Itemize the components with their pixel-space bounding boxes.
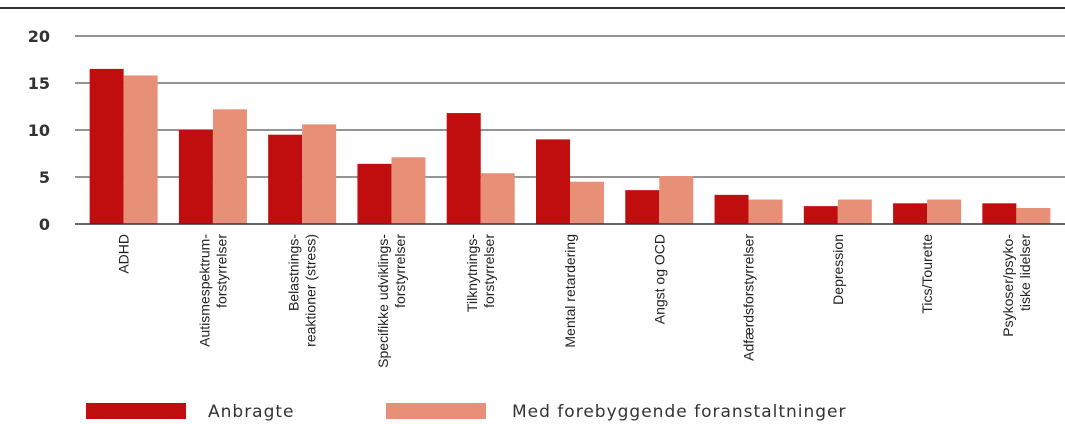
legend-swatch	[386, 403, 486, 419]
bar-anbragte	[625, 190, 660, 224]
x-tick-label-line: Psykoser/psyko-	[1000, 234, 1016, 337]
x-tick-label-line: Adfærdsforstyrrelser	[741, 234, 757, 361]
x-tick-label-line: tiske lidelser	[1017, 234, 1033, 311]
legend: Anbragte Med forebyggende foranstaltninge…	[86, 402, 847, 422]
x-tick-label-line: Angst og OCD	[651, 234, 667, 324]
bar-forebyggende	[123, 75, 158, 224]
bar-anbragte	[89, 68, 124, 225]
bar-forebyggende	[837, 199, 872, 224]
bar-forebyggende	[212, 109, 247, 224]
x-tick-label-line: Tilknytnings-	[464, 234, 480, 312]
bar-anbragte	[536, 139, 570, 224]
x-tick-label-line: Mental retardering	[562, 234, 578, 348]
y-tick-label: 5	[39, 168, 50, 187]
x-axis-labels: ADHD Autismespektrum-forstyrrelser Belastn…	[116, 234, 1033, 368]
legend-label: Anbragte	[208, 402, 295, 422]
x-tick-label-line: Specifikke udviklings-	[375, 234, 391, 368]
x-tick-label-line: Depression	[830, 234, 846, 305]
bar-anbragte	[893, 203, 928, 224]
bar-anbragte	[268, 134, 303, 224]
bar-forebyggende	[570, 181, 604, 224]
y-tick-label: 15	[28, 74, 50, 93]
x-tick-label: Specifikke udviklings-forstyrrelser	[375, 234, 408, 368]
x-tick-label: Belastnings-reaktioner (stress)	[286, 234, 319, 347]
x-tick-label-line: Tics/Tourette	[919, 234, 935, 314]
x-tick-label: Depression	[830, 234, 846, 305]
x-tick-label: Tilknytnings-forstyrrelser	[464, 234, 497, 312]
x-tick-label-line: Autismespektrum-	[196, 234, 212, 347]
bar-forebyggende	[391, 157, 426, 224]
x-tick-label-line: forstyrrelser	[392, 234, 408, 308]
legend-swatch	[86, 403, 186, 419]
bars	[89, 68, 1051, 225]
x-tick-label: Mental retardering	[562, 234, 578, 348]
bar-anbragte	[178, 130, 213, 224]
x-tick-label: ADHD	[116, 234, 132, 274]
y-axis-ticks: 0 5 10 15 20	[28, 27, 50, 234]
bar-anbragte	[714, 194, 749, 224]
bar-forebyggende	[1016, 208, 1051, 224]
bar-anbragte	[357, 163, 392, 224]
bar-forebyggende	[302, 124, 337, 224]
bar-forebyggende	[927, 199, 962, 224]
y-tick-label: 20	[28, 27, 50, 46]
y-tick-label: 10	[28, 121, 50, 140]
x-tick-label: Psykoser/psyko-tiske lidelser	[1000, 234, 1033, 337]
x-tick-label-line: reaktioner (stress)	[303, 234, 319, 347]
bar-forebyggende	[480, 173, 515, 224]
x-tick-label: Autismespektrum-forstyrrelser	[196, 234, 229, 347]
bar-anbragte	[982, 203, 1017, 224]
bar-anbragte	[803, 206, 838, 224]
bar-anbragte	[446, 113, 481, 224]
x-tick-label: Tics/Tourette	[919, 234, 935, 314]
x-tick-label-line: forstyrrelser	[481, 234, 497, 308]
legend-label: Med forebyggende foranstaltninger	[512, 402, 847, 422]
y-tick-label: 0	[39, 215, 50, 234]
x-tick-label-line: ADHD	[116, 234, 132, 274]
bar-forebyggende	[659, 176, 694, 224]
x-tick-label-line: forstyrrelser	[213, 234, 229, 308]
x-tick-label: Adfærdsforstyrrelser	[741, 234, 757, 361]
x-tick-label: Angst og OCD	[651, 234, 667, 324]
x-tick-label-line: Belastnings-	[286, 234, 302, 311]
bar-forebyggende	[748, 199, 783, 224]
